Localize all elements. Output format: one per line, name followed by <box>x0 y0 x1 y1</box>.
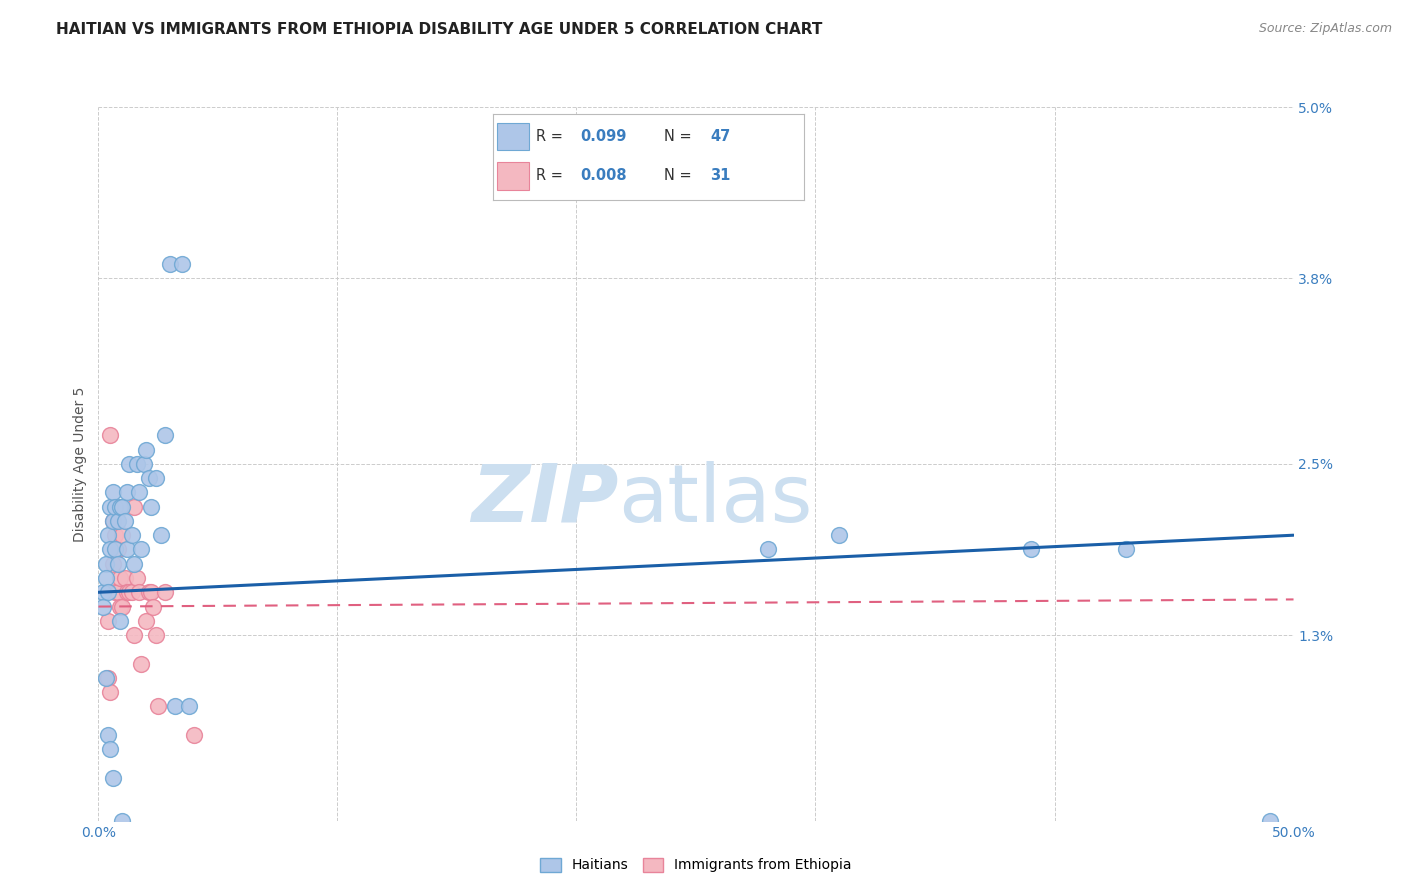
Point <box>94 571 117 585</box>
Point <box>145 628 167 642</box>
Point <box>138 585 160 599</box>
Point <box>108 571 131 585</box>
Point <box>107 542 129 557</box>
Point <box>101 514 124 528</box>
Point <box>121 585 143 599</box>
Point <box>97 671 120 685</box>
Point <box>124 628 146 642</box>
Point <box>139 500 162 514</box>
Point <box>125 457 148 471</box>
Text: Source: ZipAtlas.com: Source: ZipAtlas.com <box>1258 22 1392 36</box>
Point <box>115 542 138 557</box>
Point <box>132 457 155 471</box>
Point <box>128 585 150 599</box>
Point <box>131 657 153 671</box>
Point <box>104 542 127 557</box>
Point <box>108 614 131 628</box>
Point <box>97 585 120 599</box>
Point <box>108 599 131 614</box>
Point <box>107 557 129 571</box>
Text: atlas: atlas <box>619 460 813 539</box>
Point <box>98 500 122 514</box>
Point <box>1115 542 1137 557</box>
Point <box>104 528 127 542</box>
Point <box>131 542 153 557</box>
Point <box>91 599 114 614</box>
Point <box>121 528 143 542</box>
Point <box>111 599 134 614</box>
Point <box>138 471 160 485</box>
Point <box>142 599 165 614</box>
Point <box>104 585 127 599</box>
Point <box>828 528 851 542</box>
Point <box>101 485 124 500</box>
Point <box>97 528 120 542</box>
Point <box>149 528 172 542</box>
Point <box>179 699 201 714</box>
Point <box>111 500 134 514</box>
Point <box>115 585 138 599</box>
Point <box>163 699 186 714</box>
Point <box>125 571 148 585</box>
Point <box>145 471 167 485</box>
Point <box>118 585 141 599</box>
Point <box>94 557 117 571</box>
Point <box>98 685 122 699</box>
Point <box>108 500 131 514</box>
Point <box>107 514 129 528</box>
Point <box>135 614 157 628</box>
Point <box>91 585 114 599</box>
Point <box>135 442 157 457</box>
Point <box>97 614 120 628</box>
Point <box>139 585 162 599</box>
Point <box>98 742 122 756</box>
Point <box>101 771 124 785</box>
Point <box>155 428 177 442</box>
Point <box>111 528 134 542</box>
Point <box>98 542 122 557</box>
Point <box>94 671 117 685</box>
Point <box>128 485 150 500</box>
Point <box>159 257 181 271</box>
Point <box>111 814 134 828</box>
Point <box>148 699 170 714</box>
Point <box>756 542 779 557</box>
Point <box>172 257 194 271</box>
Point <box>115 485 138 500</box>
Point <box>155 585 177 599</box>
Point <box>114 571 136 585</box>
Point <box>124 500 146 514</box>
Point <box>97 728 120 742</box>
Point <box>104 500 127 514</box>
Point <box>124 557 146 571</box>
Text: HAITIAN VS IMMIGRANTS FROM ETHIOPIA DISABILITY AGE UNDER 5 CORRELATION CHART: HAITIAN VS IMMIGRANTS FROM ETHIOPIA DISA… <box>56 22 823 37</box>
Point <box>107 585 129 599</box>
Point <box>183 728 205 742</box>
Point <box>1258 814 1281 828</box>
Y-axis label: Disability Age Under 5: Disability Age Under 5 <box>73 386 87 541</box>
Text: ZIP: ZIP <box>471 460 619 539</box>
Point <box>118 457 141 471</box>
Point <box>101 557 124 571</box>
Legend: Haitians, Immigrants from Ethiopia: Haitians, Immigrants from Ethiopia <box>534 852 858 878</box>
Point <box>98 428 122 442</box>
Point <box>1019 542 1042 557</box>
Point <box>114 514 136 528</box>
Point <box>101 514 124 528</box>
